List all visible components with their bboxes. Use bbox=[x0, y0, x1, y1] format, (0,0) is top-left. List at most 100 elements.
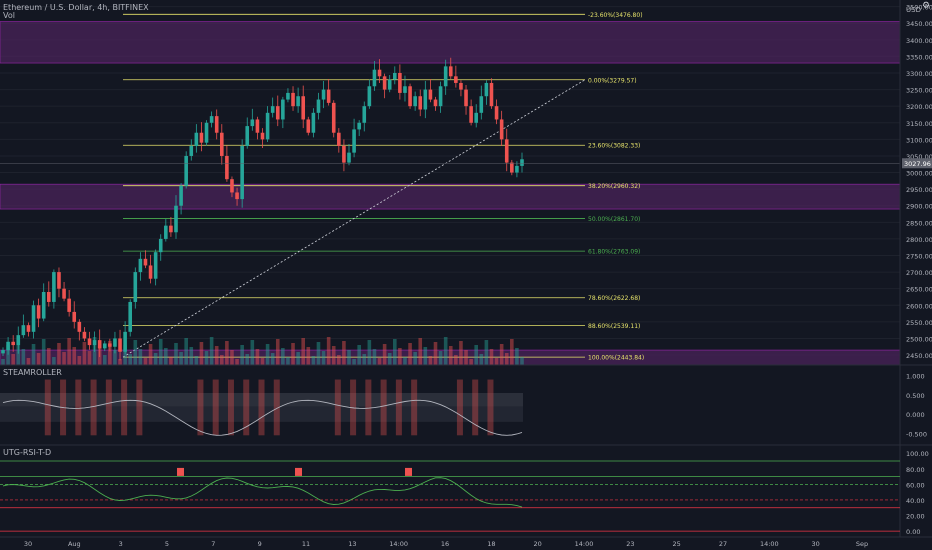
price-axis-label: 3300.00 bbox=[906, 70, 932, 78]
price-axis-label: 3200.00 bbox=[906, 103, 932, 111]
x-axis-label: 11 bbox=[302, 540, 310, 548]
candle-body bbox=[250, 119, 255, 127]
candle-body bbox=[515, 165, 519, 173]
price-axis-label: 2800.00 bbox=[906, 236, 932, 244]
volume-bar bbox=[331, 346, 336, 365]
candle-body bbox=[92, 340, 97, 346]
candle-body bbox=[153, 252, 158, 279]
price-axis-label: 2850.00 bbox=[906, 219, 932, 227]
candle-body bbox=[148, 265, 153, 279]
volume-bar bbox=[67, 338, 71, 365]
volume-bar bbox=[499, 344, 504, 365]
price-axis-label: 3100.00 bbox=[906, 136, 932, 144]
steamroller-line bbox=[2, 399, 523, 436]
x-axis-label: 27 bbox=[719, 540, 727, 548]
volume-bar bbox=[245, 354, 250, 365]
volume-bar bbox=[270, 353, 275, 365]
volume-bar bbox=[321, 351, 326, 365]
volume-bar bbox=[204, 351, 209, 365]
steamroller-bar bbox=[456, 379, 463, 436]
price-axis-label: 2700.00 bbox=[906, 269, 932, 277]
candle-body bbox=[352, 129, 356, 153]
volume-bar bbox=[230, 350, 234, 365]
fib-level-label: 38.20%(2960.32) bbox=[588, 183, 640, 190]
supply-zone bbox=[0, 183, 901, 210]
volume-bar bbox=[494, 358, 499, 365]
volume-bar bbox=[164, 348, 168, 365]
volume-bar bbox=[133, 340, 138, 365]
price-axis-label: 3400.00 bbox=[906, 37, 932, 45]
volume-bar bbox=[408, 343, 412, 365]
x-axis-label: 9 bbox=[258, 540, 262, 548]
volume-bar bbox=[97, 346, 102, 365]
volume-bar bbox=[510, 339, 514, 365]
volume-bar bbox=[21, 349, 26, 365]
candle-body bbox=[16, 335, 21, 346]
volume-bar bbox=[448, 346, 453, 365]
trend-line bbox=[122, 79, 586, 358]
settings-icon[interactable]: ⚙ bbox=[921, 1, 931, 11]
fib-level-label: 61.80%(2763.09) bbox=[588, 249, 640, 256]
volume-bar bbox=[179, 352, 183, 365]
price-axis-label: 3350.00 bbox=[906, 53, 932, 61]
candle-body bbox=[494, 106, 499, 120]
volume-bar bbox=[520, 357, 524, 365]
candle-body bbox=[179, 185, 183, 206]
volume-bar bbox=[357, 345, 361, 365]
candle-body bbox=[275, 106, 280, 120]
x-axis-label: 14:00 bbox=[760, 540, 779, 548]
volume-bar bbox=[209, 337, 214, 365]
steamroller-bar bbox=[44, 379, 51, 436]
candle-body bbox=[21, 325, 26, 336]
volume-bar bbox=[1, 359, 5, 365]
candle-body bbox=[143, 258, 148, 266]
price-axis-label: 2650.00 bbox=[906, 286, 932, 294]
price-axis-label: 3050.00 bbox=[906, 153, 932, 161]
volume-bar bbox=[281, 348, 285, 365]
candle-body bbox=[270, 106, 275, 113]
candle-body bbox=[46, 292, 51, 302]
volume-bar bbox=[36, 353, 41, 365]
volume-bar bbox=[362, 354, 367, 365]
volume-bar bbox=[113, 350, 117, 365]
volume-bar bbox=[423, 347, 428, 365]
candle-body bbox=[128, 301, 133, 332]
volume-bar bbox=[26, 358, 31, 365]
volume-bar bbox=[153, 353, 158, 365]
candle-body bbox=[311, 112, 316, 133]
candle-body bbox=[438, 86, 443, 107]
candle-body bbox=[459, 82, 463, 90]
steamroller-axis-label: 0.500 bbox=[906, 392, 925, 400]
volume-bar bbox=[225, 341, 229, 365]
candle-body bbox=[464, 89, 468, 107]
candle-body bbox=[372, 69, 377, 87]
volume-label: Vol bbox=[3, 11, 15, 20]
x-axis-label: 5 bbox=[165, 540, 169, 548]
volume-bar bbox=[438, 351, 443, 365]
steamroller-bar bbox=[105, 379, 112, 436]
volume-bar bbox=[138, 349, 143, 365]
x-axis-label: 7 bbox=[211, 540, 215, 548]
x-axis-label: 30 bbox=[812, 540, 820, 548]
candle-body bbox=[326, 89, 331, 103]
volume-bar bbox=[413, 352, 417, 365]
candle-body bbox=[31, 305, 36, 332]
candle-body bbox=[133, 272, 138, 302]
candle-body bbox=[87, 338, 92, 346]
currency-label: USD bbox=[906, 6, 921, 14]
candle-body bbox=[255, 119, 260, 133]
volume-bar bbox=[326, 337, 331, 365]
candle-body bbox=[321, 89, 326, 100]
candle-body bbox=[382, 76, 387, 90]
candle-body bbox=[209, 116, 214, 123]
fib-level-label: -23.60%(3476.80) bbox=[588, 12, 643, 19]
x-axis-label: 23 bbox=[626, 540, 634, 548]
volume-bar bbox=[347, 350, 351, 365]
price-axis-label: 2500.00 bbox=[906, 335, 932, 343]
steamroller-bar bbox=[472, 379, 479, 436]
rsi-axis-label: 20.00 bbox=[906, 513, 925, 521]
volume-bar bbox=[199, 342, 204, 365]
candle-body bbox=[123, 331, 127, 352]
volume-bar bbox=[31, 344, 36, 365]
